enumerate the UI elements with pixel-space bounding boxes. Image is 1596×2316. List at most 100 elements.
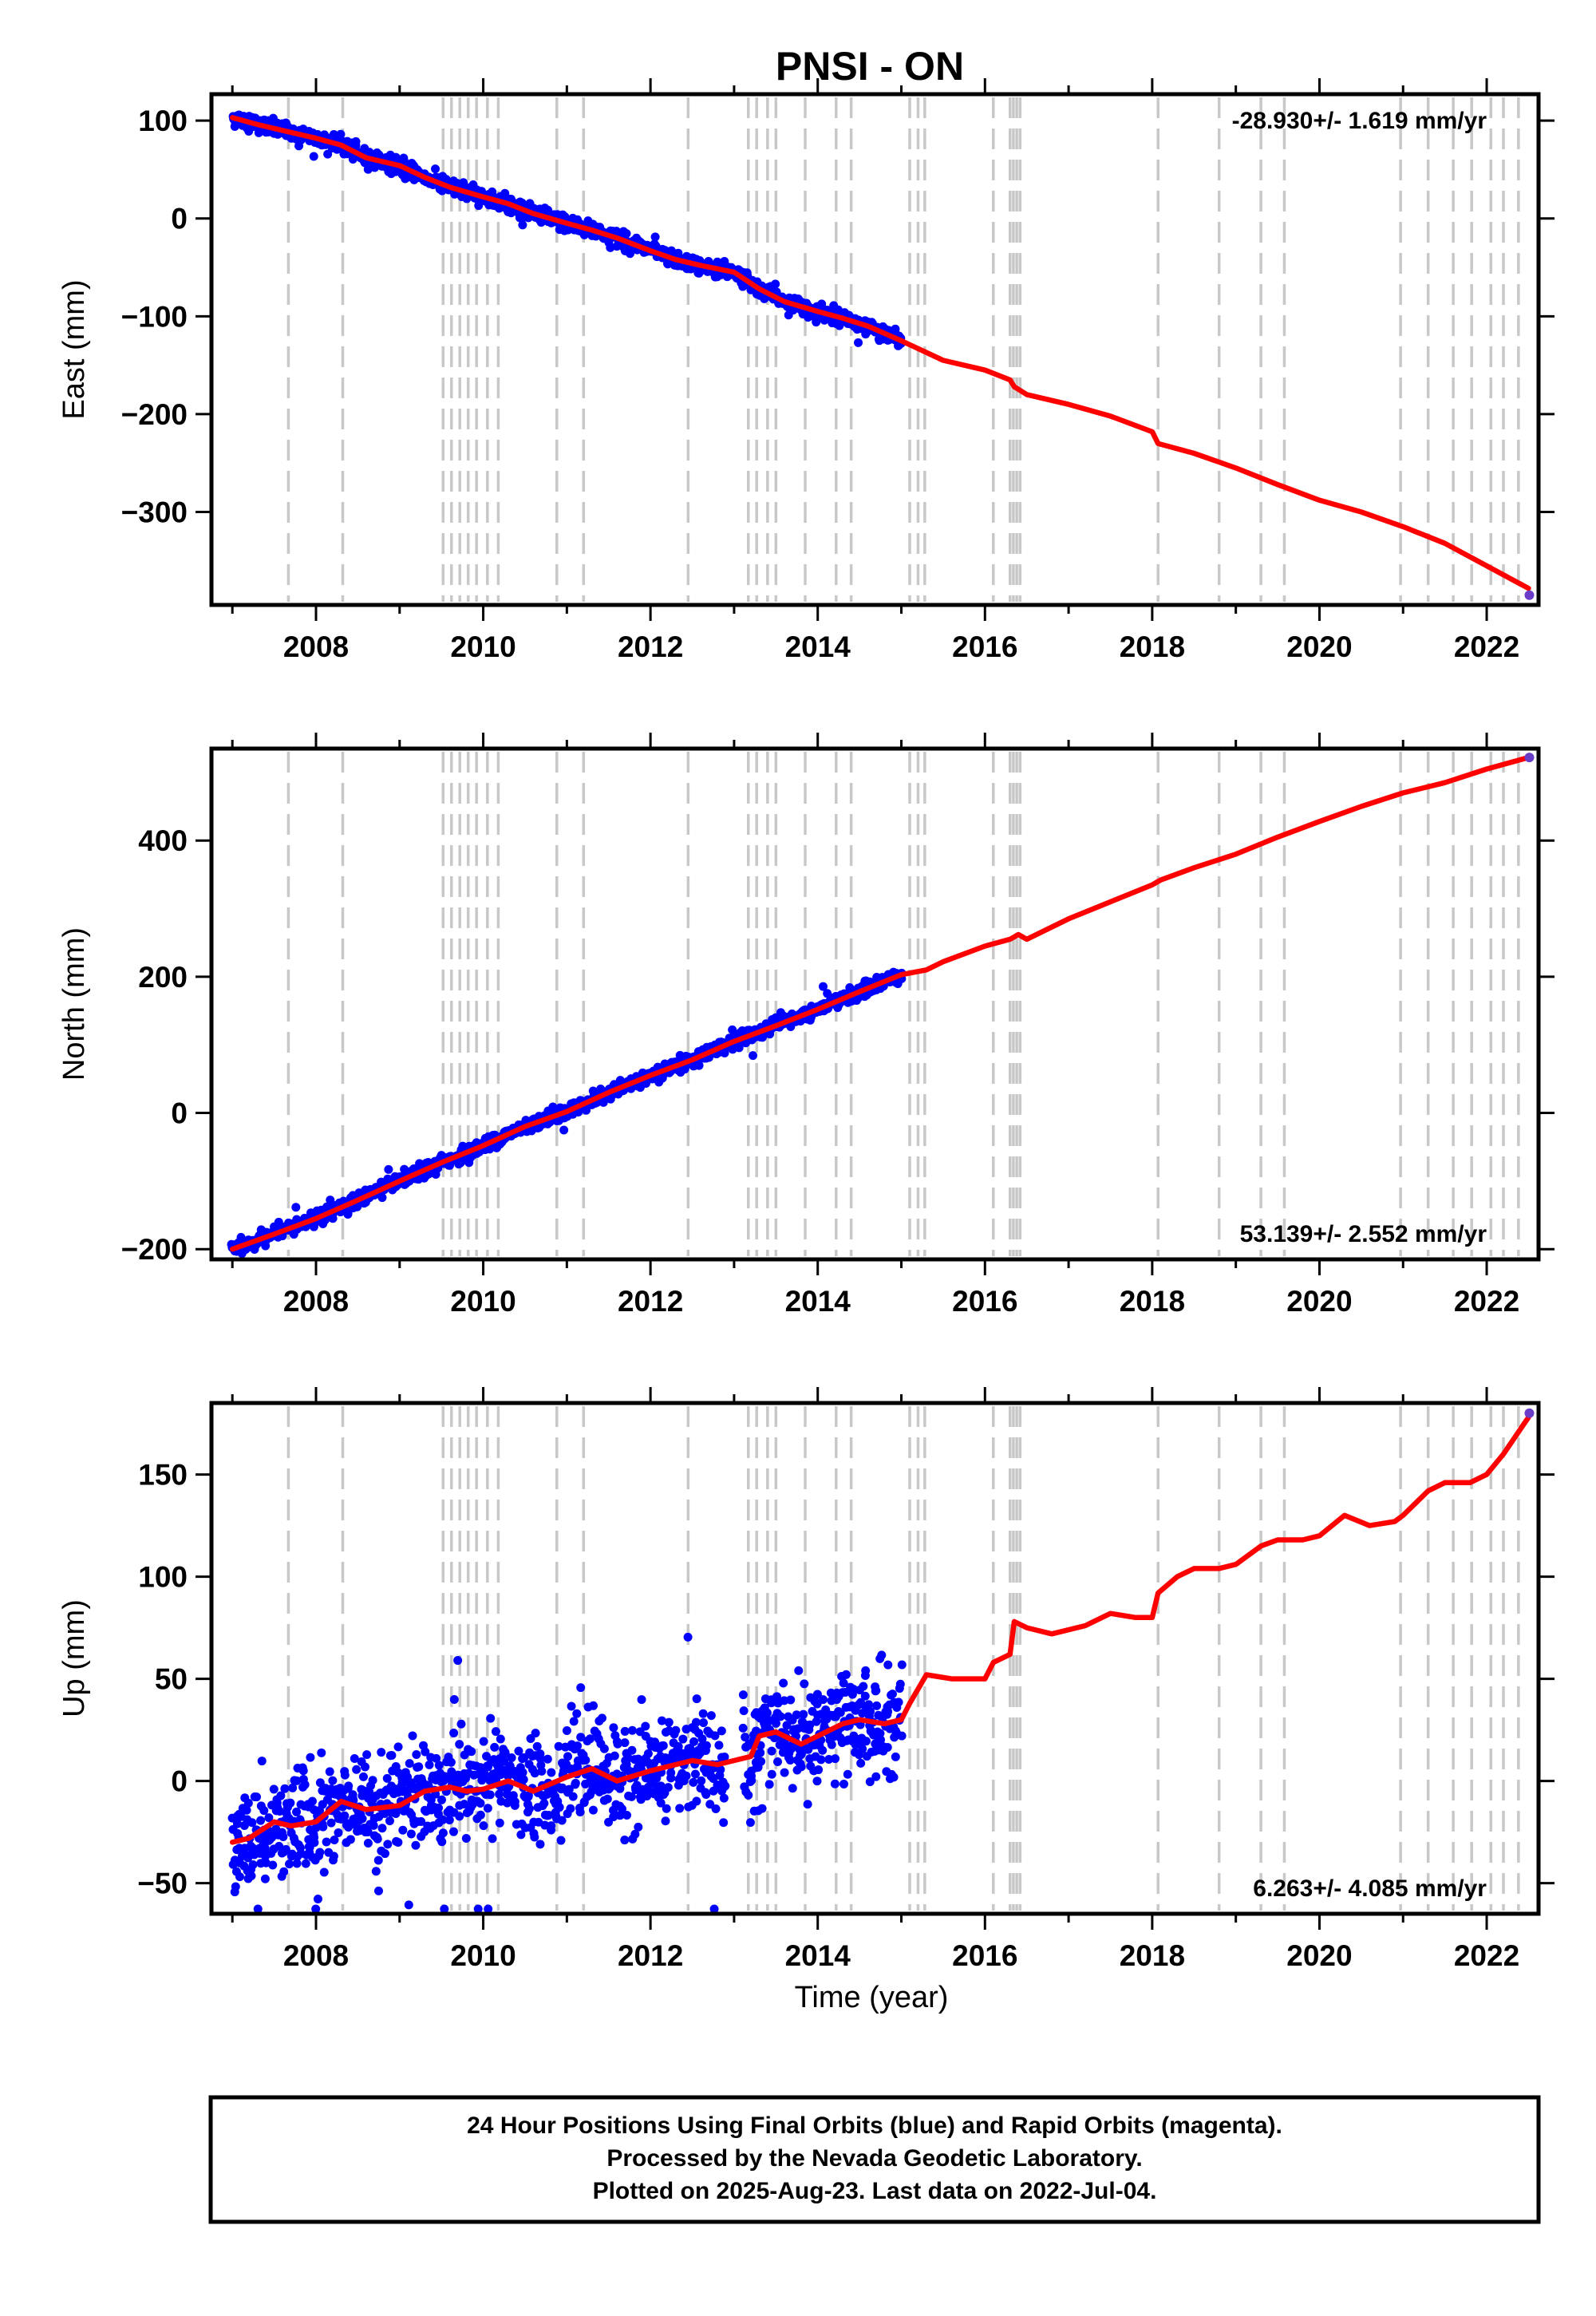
data-point (336, 129, 346, 139)
data-point (786, 1695, 796, 1705)
data-point (711, 1804, 721, 1814)
footer-line-2: Processed by the Nevada Geodetic Laborat… (606, 2145, 1142, 2172)
data-point (474, 201, 484, 211)
data-point (721, 1781, 730, 1791)
data-point (865, 1706, 875, 1716)
data-point (689, 1737, 699, 1746)
data-point (613, 1739, 622, 1749)
data-point (425, 1760, 434, 1769)
data-point (694, 1061, 704, 1070)
data-point (563, 1752, 573, 1761)
data-point (514, 1746, 523, 1756)
data-point (340, 1811, 350, 1820)
data-point (385, 1816, 394, 1826)
data-point (484, 1904, 493, 1914)
chart-title: PNSI - ON (776, 44, 964, 89)
data-point (744, 1790, 753, 1800)
data-point (323, 149, 333, 159)
y-tick-label: 400 (138, 824, 188, 857)
x-tick-label: 2016 (952, 630, 1017, 663)
data-point (257, 1757, 267, 1766)
data-point (586, 1734, 595, 1744)
data-point (739, 1706, 749, 1716)
velocity-label: -28.930+/- 1.619 mm/yr (1232, 108, 1487, 134)
data-point (352, 1765, 361, 1774)
data-point (411, 1840, 421, 1850)
data-point (247, 1871, 256, 1881)
data-point (794, 1666, 804, 1675)
data-point (818, 1695, 828, 1705)
data-point (555, 1803, 564, 1812)
data-point (706, 1711, 716, 1721)
data-point (818, 982, 828, 991)
y-tick-label: 100 (138, 105, 188, 137)
data-point (371, 1867, 381, 1876)
data-point (518, 1768, 527, 1777)
data-point (683, 1632, 693, 1642)
x-axis: 2008 2010 2012 2014 2016 2018 2020 2022 (231, 1387, 1519, 1972)
data-point (482, 1752, 492, 1761)
data-point (875, 1729, 885, 1738)
panel-up: 2008 2010 2012 2014 2016 2018 2020 2022 150 100 50… (57, 1387, 1555, 1972)
data-point (568, 1792, 578, 1801)
x-tick-label: 2020 (1286, 1285, 1352, 1318)
data-point (678, 1749, 687, 1758)
data-point (417, 1816, 426, 1826)
data-point (799, 1709, 808, 1719)
data-point (749, 1051, 758, 1061)
data-point (609, 1812, 618, 1822)
data-point (480, 1769, 489, 1779)
data-point (622, 1811, 632, 1820)
data-point (656, 1781, 666, 1791)
data-point (476, 1810, 485, 1820)
data-point (618, 1804, 627, 1814)
data-point (864, 1700, 874, 1709)
last-data-point (1524, 590, 1535, 600)
data-point (467, 1747, 476, 1757)
data-point (816, 1755, 826, 1765)
data-point (780, 1696, 789, 1705)
data-point (756, 1748, 765, 1757)
y-axis-label: Up (mm) (57, 1599, 91, 1717)
x-tick-label: 2016 (952, 1285, 1017, 1318)
data-point (530, 1769, 539, 1778)
data-point (432, 1753, 441, 1763)
data-point (393, 1838, 403, 1848)
data-point (892, 1703, 902, 1713)
panel-north: 2008 2010 2012 2014 2016 2018 2020 2022 400 200 0 −… (57, 733, 1555, 1318)
data-point (554, 1741, 563, 1751)
data-point (438, 1828, 448, 1838)
data-point (434, 1803, 444, 1812)
data-point (620, 1738, 630, 1748)
data-point (812, 1777, 822, 1786)
data-point (318, 1822, 328, 1832)
data-point (814, 1765, 824, 1775)
data-point (292, 1859, 302, 1868)
data-point (650, 232, 660, 242)
data-point (260, 1844, 270, 1853)
y-tick-label: 0 (171, 203, 188, 235)
data-point (734, 1043, 744, 1053)
data-point (889, 1773, 899, 1782)
data-point (858, 1744, 867, 1753)
data-point (350, 1753, 359, 1763)
x-tick-label: 2022 (1454, 1285, 1519, 1318)
data-point (627, 1725, 637, 1735)
data-point (588, 1805, 598, 1815)
data-point (710, 1731, 720, 1741)
x-tick-label: 2020 (1286, 630, 1352, 663)
data-point (322, 1837, 331, 1847)
data-point (373, 1886, 383, 1895)
data-point (491, 1727, 500, 1737)
data-point (641, 1721, 650, 1731)
data-point (543, 1811, 552, 1820)
data-point (719, 1818, 729, 1828)
data-point (449, 1729, 459, 1738)
data-point (330, 1836, 339, 1845)
data-point (805, 1720, 815, 1729)
x-axis-label: Time (year) (795, 1981, 949, 2014)
x-tick-label: 2010 (450, 1285, 516, 1318)
data-point (666, 1768, 676, 1777)
data-point (363, 1828, 373, 1837)
data-point (437, 1837, 447, 1847)
